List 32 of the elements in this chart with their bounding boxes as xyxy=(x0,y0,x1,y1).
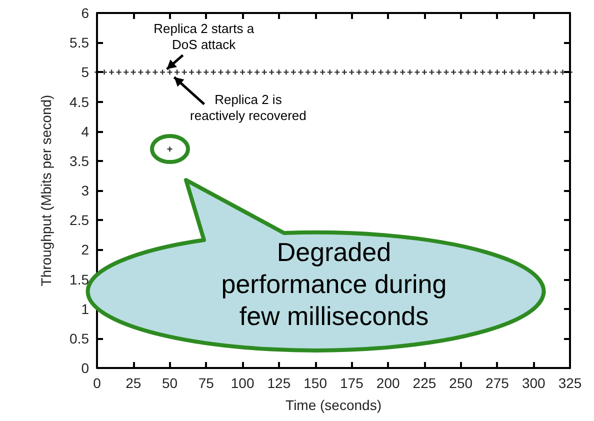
x-tick-label: 250 xyxy=(449,375,473,391)
x-tick-label: 50 xyxy=(162,375,178,391)
x-tick-label: 150 xyxy=(304,375,328,391)
annotation: Replica 2 is reactively recovered xyxy=(190,92,306,124)
annotation: Degraded performance during few milliseconds xyxy=(221,236,447,332)
y-tick-label: 2.5 xyxy=(70,212,90,228)
x-tick-label: 325 xyxy=(558,375,582,391)
y-tick-label: 1.5 xyxy=(70,271,90,288)
y-tick-label: 2 xyxy=(81,242,90,258)
y-tick-label: 5 xyxy=(81,64,90,80)
y-tick-label: 1 xyxy=(81,300,90,317)
y-tick-label: 3.5 xyxy=(70,152,90,169)
x-tick-label: 200 xyxy=(376,375,400,391)
x-tick-label: 75 xyxy=(198,375,214,391)
x-axis-title: Time (seconds) xyxy=(286,397,382,413)
x-tick-label: 100 xyxy=(230,375,254,391)
x-tick-label: 175 xyxy=(340,375,364,391)
x-tick-label: 225 xyxy=(412,375,436,391)
y-axis-title: Throughput (Mbits per second) xyxy=(38,94,54,286)
y-tick-label: 0 xyxy=(81,360,90,376)
y-tick-label: 5.5 xyxy=(70,34,90,51)
x-tick-label: 125 xyxy=(267,375,291,391)
y-tick-label: 0.5 xyxy=(70,330,90,346)
y-tick-label: 4 xyxy=(81,123,90,140)
x-tick-label: 275 xyxy=(486,375,510,391)
y-tick-label: 6 xyxy=(81,5,90,21)
x-tick-label: 300 xyxy=(522,375,546,391)
annotation: Replica 2 starts a DoS attack xyxy=(154,21,254,54)
y-tick-label: 3 xyxy=(81,182,90,198)
x-tick-label: 25 xyxy=(126,375,142,391)
x-tick-label: 0 xyxy=(93,375,102,391)
y-tick-label: 4.5 xyxy=(70,94,90,110)
